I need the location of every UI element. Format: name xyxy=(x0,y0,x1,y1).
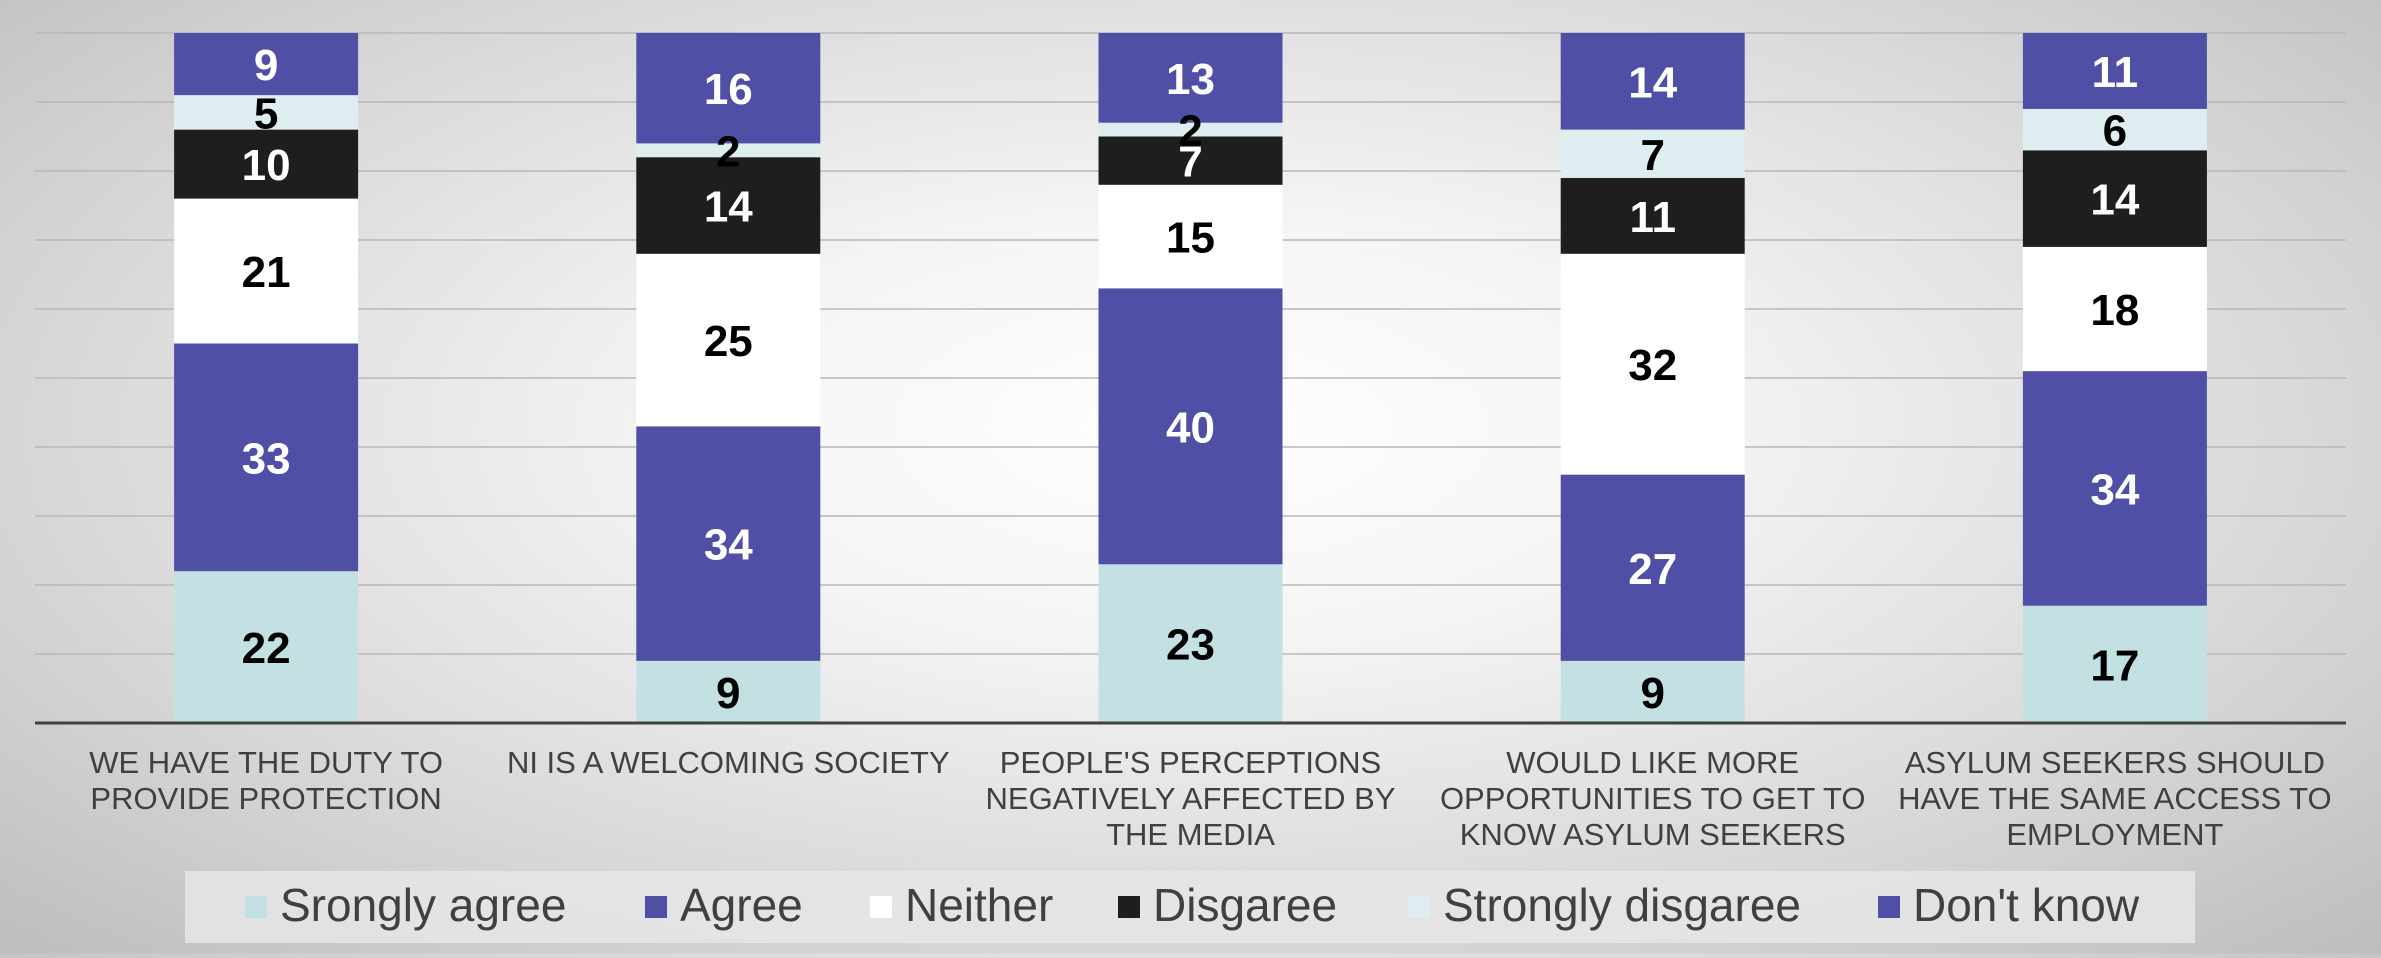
data-label: 14 xyxy=(2090,176,2139,225)
category-label: EMPLOYMENT xyxy=(2006,817,2223,852)
bar-segment xyxy=(1560,474,1745,661)
legend-label: Neither xyxy=(905,879,1053,931)
bar-segment xyxy=(1098,33,1283,123)
legend-swatch xyxy=(1118,896,1140,918)
category-label: WOULD LIKE MORE xyxy=(1506,745,1799,780)
category-label: KNOW ASYLUM SEEKERS xyxy=(1460,817,1846,852)
bar-segment xyxy=(2022,150,2207,247)
legend-background xyxy=(185,871,2195,943)
legend-swatch xyxy=(245,896,267,918)
data-label: 14 xyxy=(704,183,753,232)
bar-segment xyxy=(1560,660,1745,723)
category-label: OPPORTUNITIES TO GET TO xyxy=(1440,781,1866,816)
data-label: 7 xyxy=(1640,131,1664,180)
legend: Srongly agree Agree Neither Disgaree Strongl… xyxy=(185,871,2195,943)
bar-segment xyxy=(2022,605,2207,723)
bar-segment xyxy=(2022,108,2207,151)
bar-segment xyxy=(1098,122,1283,137)
legend-label: Agree xyxy=(680,879,803,931)
category-label: PROVIDE PROTECTION xyxy=(90,781,441,816)
data-label: 6 xyxy=(2103,107,2127,156)
data-label: 17 xyxy=(2090,641,2139,690)
bar-segment xyxy=(1098,564,1283,723)
data-label: 9 xyxy=(254,41,278,90)
category-label: WE HAVE THE DUTY TO xyxy=(89,745,443,780)
data-label: 23 xyxy=(1166,621,1215,670)
bar-segment xyxy=(636,33,821,144)
data-label: 10 xyxy=(242,141,291,190)
legend-label: Disgaree xyxy=(1153,879,1337,931)
legend-label: Strongly disgaree xyxy=(1443,879,1801,931)
data-label: 5 xyxy=(254,89,278,138)
bar-segment xyxy=(1098,136,1283,185)
category-label: HAVE THE SAME ACCESS TO xyxy=(1898,781,2332,816)
data-label: 9 xyxy=(716,669,740,718)
bar-segment xyxy=(636,660,821,723)
data-label: 7 xyxy=(1178,138,1202,187)
bar-segment xyxy=(2022,33,2207,109)
legend-swatch xyxy=(870,896,892,918)
bar-segment xyxy=(174,198,359,344)
data-label: 21 xyxy=(242,248,291,297)
data-label: 33 xyxy=(242,434,291,483)
bar-segment xyxy=(1098,184,1283,289)
category-label: PEOPLE'S PERCEPTIONS xyxy=(1000,745,1381,780)
category-label: THE MEDIA xyxy=(1106,817,1275,852)
category-label: NI IS A WELCOMING SOCIETY xyxy=(507,745,950,780)
data-label: 34 xyxy=(2090,465,2139,514)
data-label: 16 xyxy=(704,65,753,114)
data-label: 2 xyxy=(1178,107,1202,156)
bar-segment xyxy=(1560,253,1745,475)
data-labels: 2233211059934251421623401572139273211714… xyxy=(242,41,2140,718)
bar-segment xyxy=(1560,177,1745,254)
bar-segment xyxy=(1098,288,1283,565)
bar-segment xyxy=(636,253,821,427)
data-label: 25 xyxy=(704,317,753,366)
category-label: ASYLUM SEEKERS SHOULD xyxy=(1905,745,2325,780)
data-label: 9 xyxy=(1640,669,1664,718)
legend-swatch xyxy=(645,896,667,918)
data-label: 22 xyxy=(242,624,291,673)
bar-segment xyxy=(174,33,359,96)
data-label: 34 xyxy=(704,521,753,570)
legend-label: Srongly agree xyxy=(280,879,566,931)
legend-swatch xyxy=(1878,896,1900,918)
bar-segment xyxy=(174,343,359,572)
data-label: 13 xyxy=(1166,55,1215,104)
data-label: 40 xyxy=(1166,403,1215,452)
legend-label: Don't know xyxy=(1913,879,2140,931)
legend-swatch xyxy=(1408,896,1430,918)
category-label: NEGATIVELY AFFECTED BY xyxy=(986,781,1396,816)
data-label: 15 xyxy=(1166,214,1215,263)
bar-segment xyxy=(1560,33,1745,130)
bar-segment xyxy=(2022,246,2207,372)
bar-segment xyxy=(174,129,359,199)
data-label: 2 xyxy=(716,127,740,176)
bar-segment xyxy=(1560,129,1745,178)
bar-segment xyxy=(636,143,821,158)
bar-segment xyxy=(636,157,821,254)
data-label: 11 xyxy=(2092,48,2139,97)
bar-segment xyxy=(2022,371,2207,606)
bar-segment xyxy=(636,426,821,661)
data-label: 18 xyxy=(2090,286,2139,335)
data-label: 27 xyxy=(1628,545,1677,594)
bars xyxy=(174,33,2207,723)
bar-segment xyxy=(174,95,359,130)
data-label: 14 xyxy=(1628,58,1677,107)
data-label: 32 xyxy=(1628,341,1677,390)
bar-segment xyxy=(174,571,359,723)
data-label: 11 xyxy=(1629,193,1676,242)
